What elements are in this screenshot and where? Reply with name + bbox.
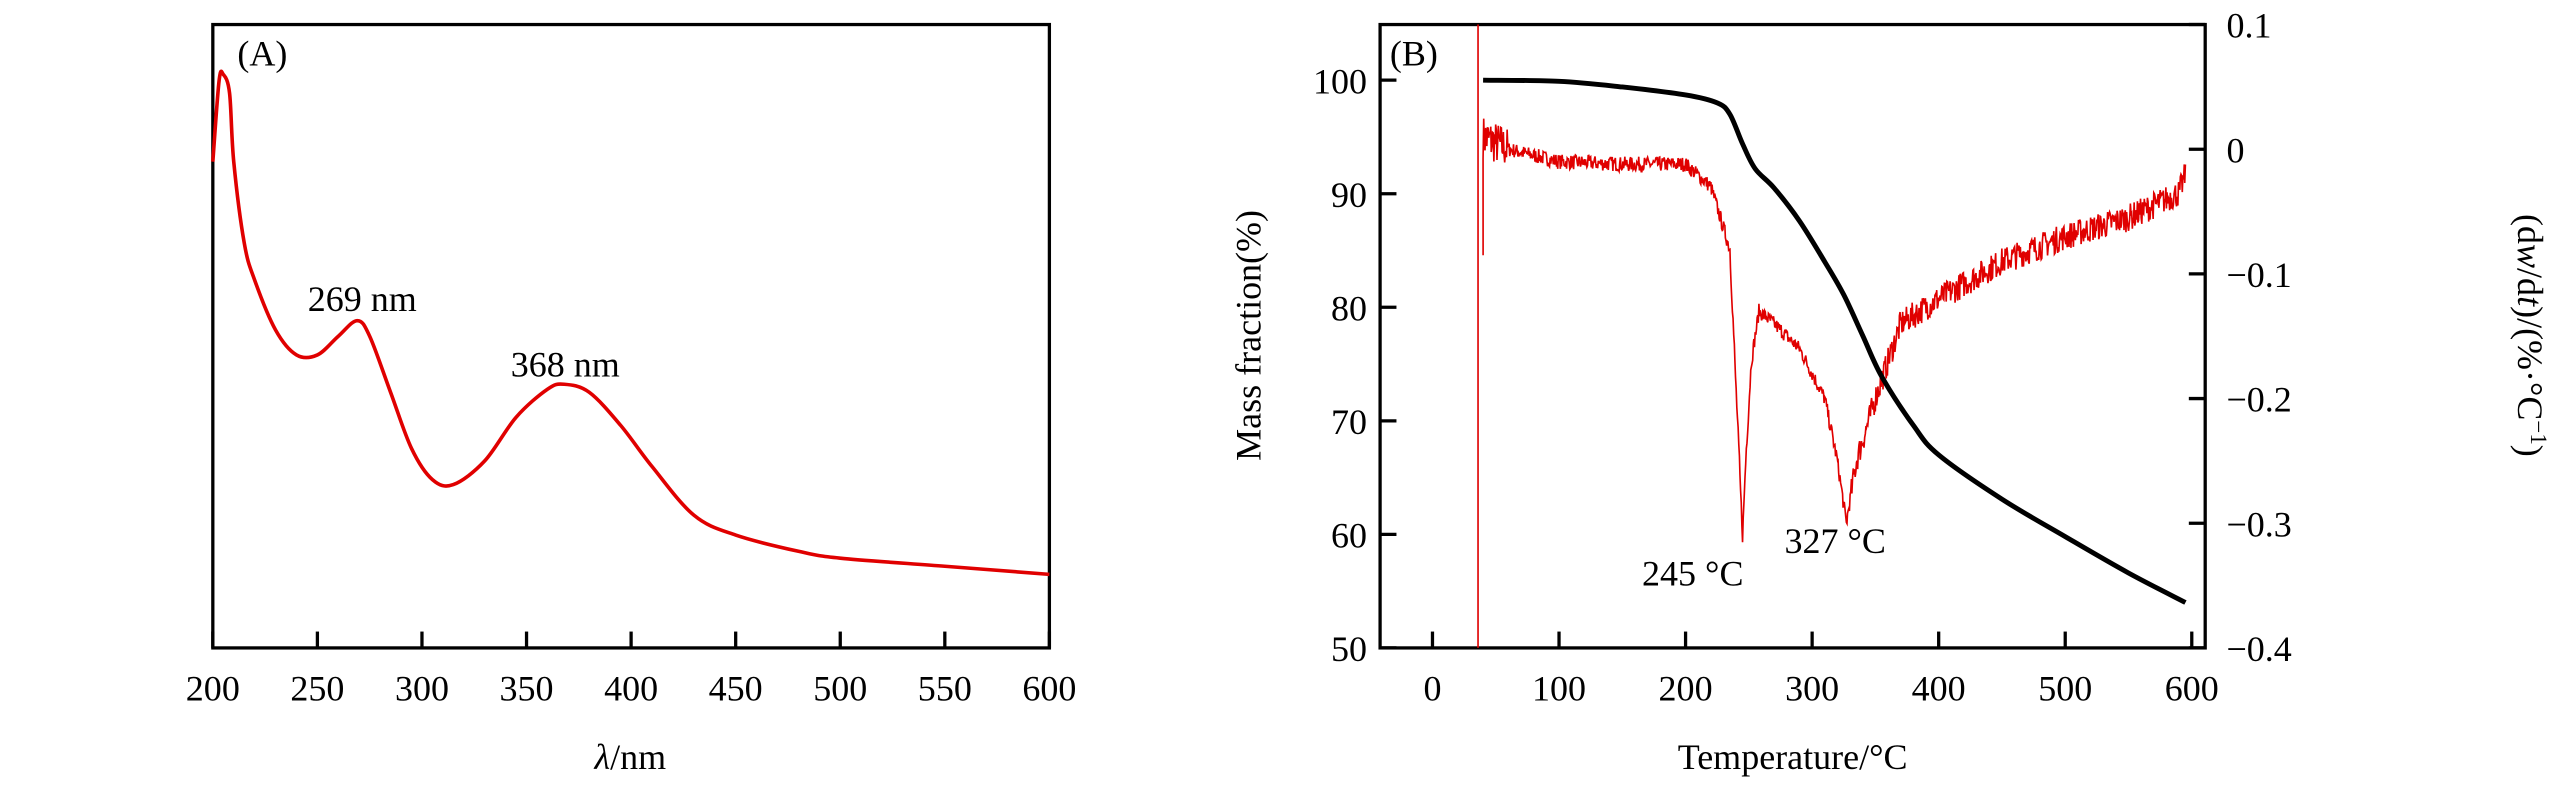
y2-tick-label: −0.3 [2226,504,2291,544]
y-tick-label: 90 [1331,175,1367,215]
panel-b-frame [1378,22,2207,650]
x-tick-label: 350 [500,668,554,708]
y-tick-label: 60 [1331,515,1367,555]
annotation-368nm: 368 nm [511,344,620,384]
x-tick-label: 100 [1532,668,1586,708]
panel-b-y-axis-label: Mass fraction(%) [1229,210,1269,461]
y2-tick-label: −0.2 [2226,380,2291,420]
panel-b-mass-line [1483,77,2187,605]
x-tick-label: 0 [1423,668,1441,708]
panel-b-dtg-line [1482,118,2187,543]
annotation-327c: 327 °C [1784,521,1885,561]
x-tick-label: 550 [918,668,972,708]
x-label-lambda: λ [593,737,610,777]
x-tick-label: 400 [1912,668,1966,708]
x-tick-label: 450 [709,668,763,708]
panel-b-x-axis-label: Temperature/°C [1678,737,1908,777]
annotation-269nm: 269 nm [308,279,417,319]
x-tick-label: 600 [2165,668,2219,708]
x-tick-label: 200 [186,668,240,708]
panel-b-label: (B) [1390,33,1438,73]
y-tick-label: 50 [1331,629,1367,669]
y-tick-label: 80 [1331,288,1367,328]
y2-part-w: w [2510,244,2550,268]
x-tick-label: 600 [1022,668,1076,708]
panel-a-label: (A) [237,33,287,73]
x-tick-label: 250 [290,668,344,708]
panel-a-absorbance-line [211,69,1050,577]
y2-tick-label: −0.4 [2226,629,2291,669]
annotation-245c: 245 °C [1642,554,1743,594]
y2-tick-label: 0.1 [2226,6,2271,46]
y2-part-exp: −1 [2526,420,2551,444]
x-tick-label: 300 [395,668,449,708]
panel-b: 0 100 200 300 400 500 600 50 60 70 80 90 100 0.1 0 −0.1… [1229,6,2551,777]
x-tick-label: 500 [2038,668,2092,708]
y2-part: ) [2510,445,2550,457]
y-tick-label: 70 [1331,402,1367,442]
x-tick-label: 500 [813,668,867,708]
y2-part: /d [2510,268,2550,296]
x-tick-label: 400 [604,668,658,708]
panel-a-x-axis-label: λ/nm [593,737,666,777]
x-tick-label: 300 [1785,668,1839,708]
panel-b-ticks: 0 100 200 300 400 500 600 50 60 70 80 90 100 0.1 0 −0.1… [1313,6,2292,709]
panel-a: 200 250 300 350 400 450 500 550 600 (A) 269 nm 3… [186,22,1076,777]
panel-b-y2-axis-label: (dw/dt)/(%·°C−1) [2510,214,2551,457]
y-tick-label: 100 [1313,61,1367,101]
x-label-unit: /nm [610,737,666,777]
y2-part: )/(%·°C [2510,306,2550,420]
y2-tick-label: −0.1 [2226,255,2291,295]
y2-part: (d [2510,214,2550,244]
y2-tick-label: 0 [2226,130,2244,170]
y2-part-t: t [2510,296,2550,307]
panel-a-x-ticks: 200 250 300 350 400 450 500 550 600 [186,631,1076,708]
x-tick-label: 200 [1659,668,1713,708]
